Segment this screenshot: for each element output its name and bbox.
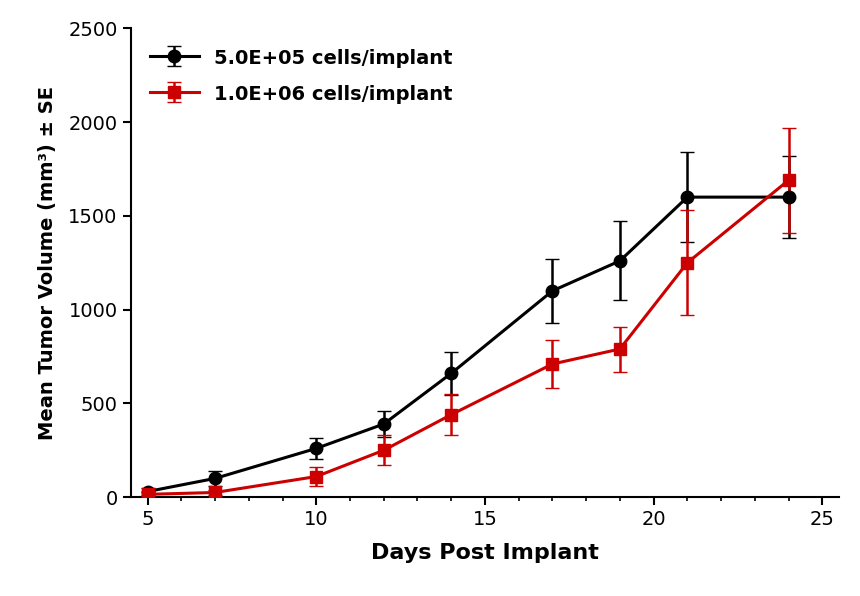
Legend: 5.0E+05 cells/implant, 1.0E+06 cells/implant: 5.0E+05 cells/implant, 1.0E+06 cells/imp… bbox=[140, 38, 463, 114]
X-axis label: Days Post Implant: Days Post Implant bbox=[371, 543, 599, 563]
Y-axis label: Mean Tumor Volume (mm³) ± SE: Mean Tumor Volume (mm³) ± SE bbox=[38, 86, 57, 440]
